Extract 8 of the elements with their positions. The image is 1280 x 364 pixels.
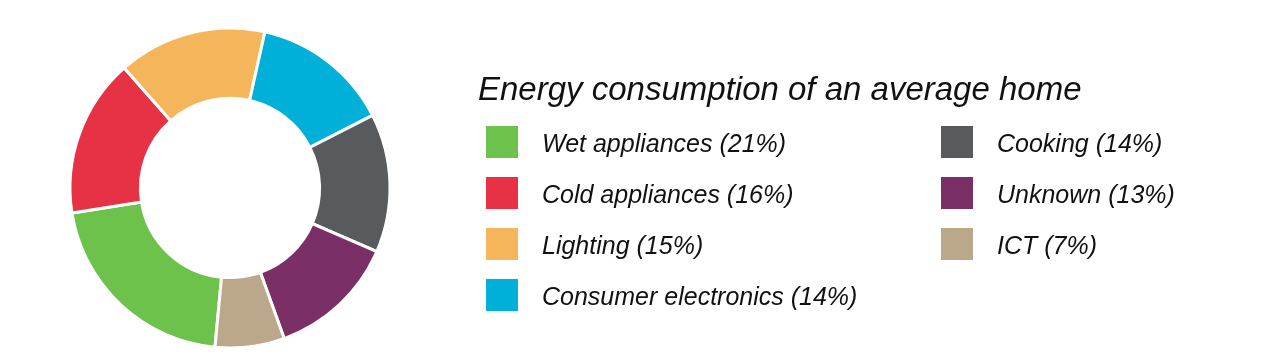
legend-label: Unknown (13%) <box>997 180 1175 208</box>
legend-label: Lighting (15%) <box>542 231 704 259</box>
legend-label: Consumer electronics (14%) <box>542 282 858 310</box>
text: Energy consumption of an average home <box>478 70 1082 107</box>
legend-label: Cooking (14%) <box>997 129 1163 157</box>
legend-label: Cold appliances (16%) <box>542 180 794 208</box>
legend-label: Wet appliances (21%) <box>542 129 787 157</box>
legend-label: ICT (7%) <box>997 231 1097 259</box>
